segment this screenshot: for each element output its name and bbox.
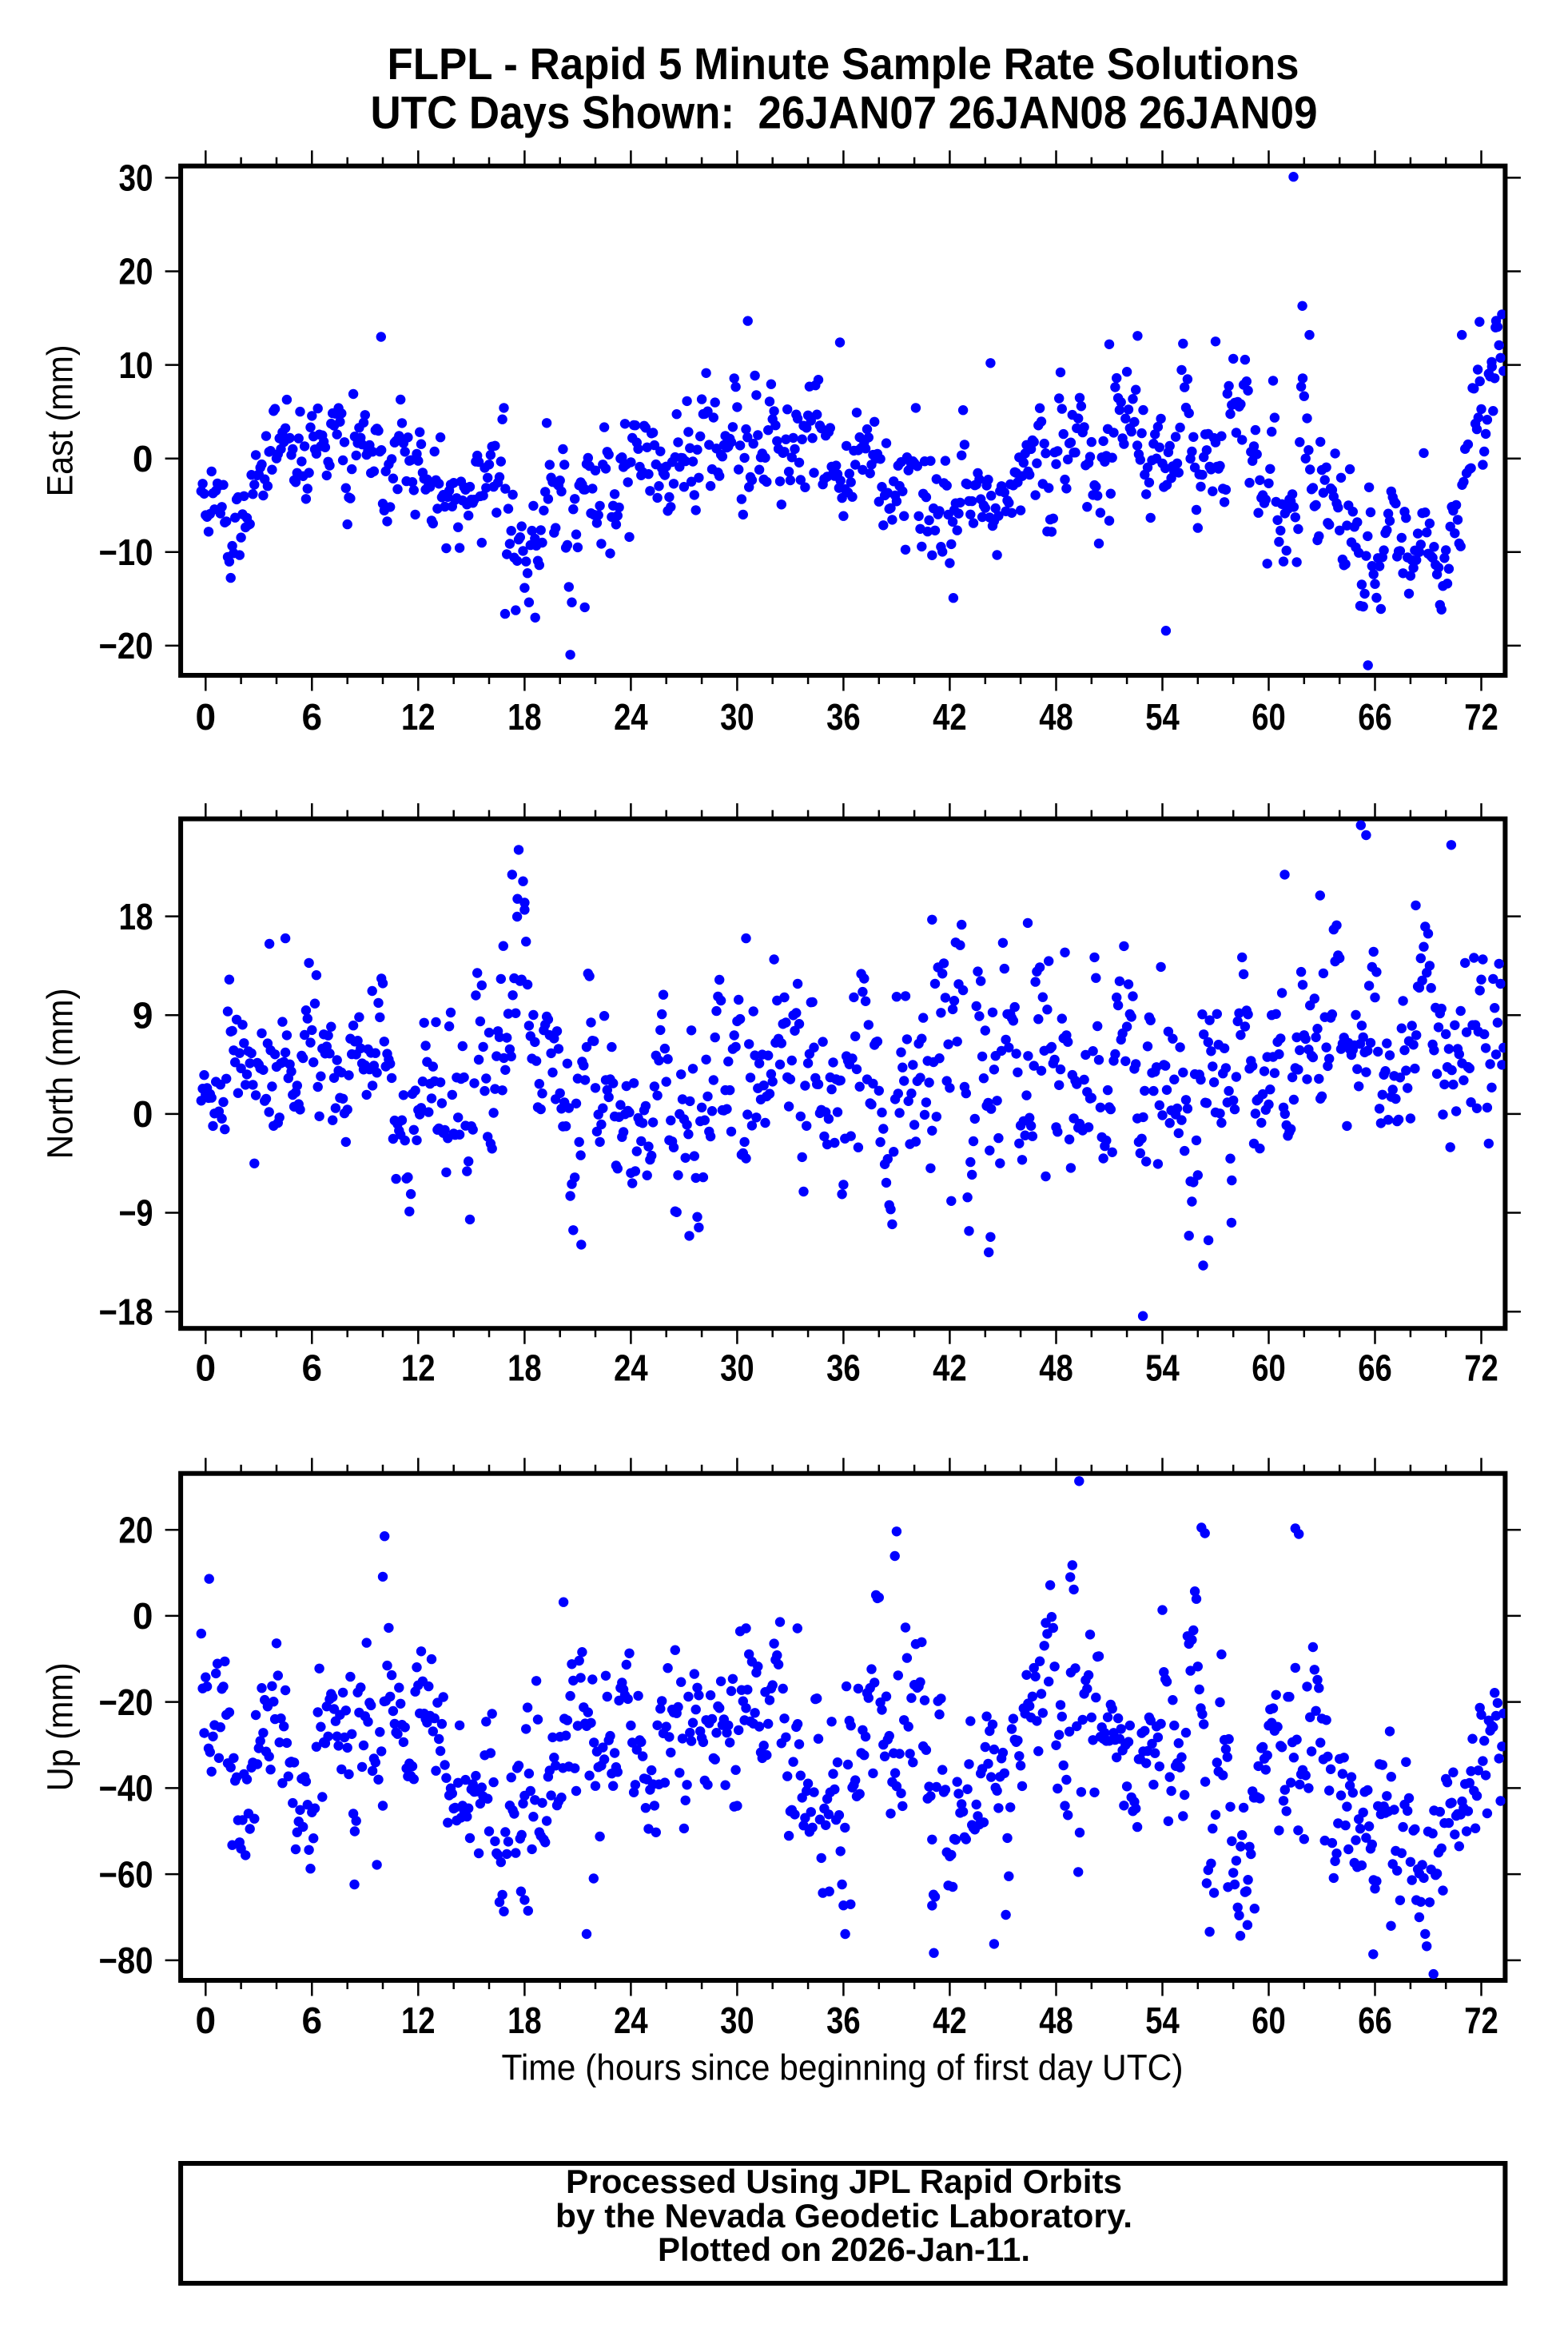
svg-text:18: 18 <box>507 2000 542 2041</box>
svg-text:−18: −18 <box>99 1291 153 1332</box>
svg-text:36: 36 <box>826 696 861 738</box>
svg-text:Up (mm): Up (mm) <box>40 1662 81 1791</box>
svg-text:30: 30 <box>720 696 754 738</box>
svg-text:60: 60 <box>1252 696 1286 738</box>
svg-text:FLPL - Rapid 5 Minute Sample R: FLPL - Rapid 5 Minute Sample Rate Soluti… <box>388 39 1299 89</box>
svg-text:UTC Days Shown: 26JAN07 26JAN: UTC Days Shown: 26JAN07 26JAN08 26JAN09 <box>371 87 1318 138</box>
svg-text:0: 0 <box>133 438 153 480</box>
svg-text:0: 0 <box>196 696 217 738</box>
svg-text:−60: −60 <box>99 1853 153 1895</box>
svg-text:24: 24 <box>614 696 648 738</box>
svg-text:−20: −20 <box>99 1681 153 1723</box>
svg-text:12: 12 <box>401 696 436 738</box>
svg-text:18: 18 <box>507 1347 542 1389</box>
svg-text:24: 24 <box>614 1347 648 1389</box>
svg-text:−10: −10 <box>99 531 153 573</box>
svg-text:72: 72 <box>1464 2000 1498 2041</box>
svg-text:24: 24 <box>614 2000 648 2041</box>
svg-text:20: 20 <box>119 1509 153 1550</box>
svg-text:6: 6 <box>302 696 323 738</box>
svg-text:48: 48 <box>1039 1347 1073 1389</box>
svg-text:48: 48 <box>1039 2000 1073 2041</box>
svg-text:18: 18 <box>119 896 153 937</box>
svg-text:18: 18 <box>507 696 542 738</box>
svg-text:−80: −80 <box>99 1940 153 1981</box>
svg-text:North (mm): North (mm) <box>40 988 81 1159</box>
svg-text:0: 0 <box>133 1093 153 1135</box>
svg-text:66: 66 <box>1358 696 1392 738</box>
svg-text:Plotted on 2026-Jan-11.: Plotted on 2026-Jan-11. <box>658 2231 1030 2268</box>
svg-text:Time (hours since beginning of: Time (hours since beginning of first day… <box>502 2047 1184 2088</box>
svg-text:30: 30 <box>720 2000 754 2041</box>
svg-text:Processed Using JPL Rapid Orbi: Processed Using JPL Rapid Orbits <box>566 2163 1122 2200</box>
svg-text:10: 10 <box>119 344 153 386</box>
svg-text:66: 66 <box>1358 2000 1392 2041</box>
svg-text:9: 9 <box>133 995 153 1037</box>
svg-text:36: 36 <box>826 2000 861 2041</box>
svg-text:54: 54 <box>1145 696 1180 738</box>
svg-text:20: 20 <box>119 251 153 292</box>
svg-text:−9: −9 <box>119 1192 153 1234</box>
svg-text:72: 72 <box>1464 696 1498 738</box>
svg-text:30: 30 <box>720 1347 754 1389</box>
svg-text:30: 30 <box>119 157 153 199</box>
svg-text:0: 0 <box>133 1595 153 1637</box>
svg-text:42: 42 <box>933 1347 967 1389</box>
svg-text:12: 12 <box>401 2000 436 2041</box>
svg-text:6: 6 <box>302 2000 323 2041</box>
svg-text:48: 48 <box>1039 696 1073 738</box>
svg-text:East (mm): East (mm) <box>40 344 81 496</box>
svg-text:6: 6 <box>302 1347 323 1389</box>
svg-text:42: 42 <box>933 2000 967 2041</box>
svg-text:0: 0 <box>196 1347 217 1389</box>
svg-text:42: 42 <box>933 696 967 738</box>
svg-text:12: 12 <box>401 1347 436 1389</box>
svg-text:60: 60 <box>1252 1347 1286 1389</box>
svg-text:66: 66 <box>1358 1347 1392 1389</box>
svg-text:by the Nevada Geodetic Laborat: by the Nevada Geodetic Laboratory. <box>555 2197 1132 2235</box>
svg-text:54: 54 <box>1145 2000 1180 2041</box>
svg-text:−20: −20 <box>99 625 153 667</box>
svg-text:0: 0 <box>196 2000 217 2041</box>
svg-text:36: 36 <box>826 1347 861 1389</box>
svg-text:−40: −40 <box>99 1768 153 1809</box>
svg-text:72: 72 <box>1464 1347 1498 1389</box>
svg-text:60: 60 <box>1252 2000 1286 2041</box>
svg-text:54: 54 <box>1145 1347 1180 1389</box>
